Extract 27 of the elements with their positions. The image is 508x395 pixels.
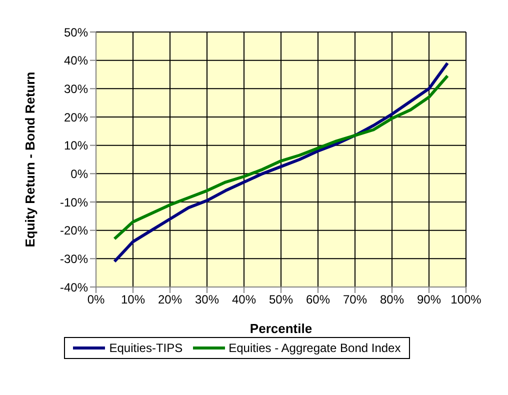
y-tick-label: -30% [60,252,88,266]
x-tick-label: 30% [194,292,220,307]
y-tick-label: 0% [70,166,88,181]
y-tick-label: 50% [64,25,88,40]
y-tick-label: -10% [60,195,88,210]
line-series [113,74,449,240]
x-tick-label: 70% [342,292,368,307]
x-axis-title: Percentile [250,321,312,336]
x-tick-label: 90% [416,292,442,307]
x-tick-label: 40% [232,292,256,307]
y-axis-title: Equity Return - Bond Return [22,72,38,248]
legend-label: Equities-TIPS [108,341,183,355]
x-tick-label: 50% [268,292,294,307]
y-tick-label: -40% [60,280,88,294]
y-tick-label: 40% [64,54,88,68]
x-tick-label: 0% [87,292,105,307]
y-tick-label: 20% [64,110,88,124]
x-tick-label: 100% [450,292,482,307]
line-series [113,62,449,263]
x-tick-label: 60% [306,292,330,307]
legend-label: Equities - Aggregate Bond Index [228,341,401,355]
y-tick-label: 30% [64,82,88,96]
x-tick-label: 10% [120,292,146,307]
y-tick-label: 10% [64,138,88,153]
x-tick-label: 20% [158,292,182,307]
y-tick-label: -20% [60,224,88,238]
x-tick-label: 80% [380,292,404,307]
